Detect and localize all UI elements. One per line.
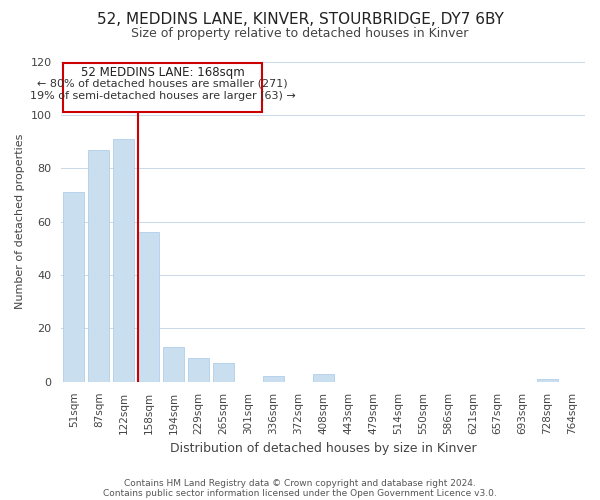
Bar <box>163 347 184 382</box>
Text: Contains HM Land Registry data © Crown copyright and database right 2024.: Contains HM Land Registry data © Crown c… <box>124 478 476 488</box>
Bar <box>88 150 109 382</box>
Y-axis label: Number of detached properties: Number of detached properties <box>15 134 25 310</box>
Bar <box>63 192 85 382</box>
Text: Size of property relative to detached houses in Kinver: Size of property relative to detached ho… <box>131 28 469 40</box>
Text: Contains public sector information licensed under the Open Government Licence v3: Contains public sector information licen… <box>103 488 497 498</box>
Bar <box>213 363 234 382</box>
X-axis label: Distribution of detached houses by size in Kinver: Distribution of detached houses by size … <box>170 442 476 455</box>
Bar <box>113 139 134 382</box>
Bar <box>313 374 334 382</box>
Text: 19% of semi-detached houses are larger (63) →: 19% of semi-detached houses are larger (… <box>29 92 295 102</box>
Text: ← 80% of detached houses are smaller (271): ← 80% of detached houses are smaller (27… <box>37 79 287 89</box>
FancyBboxPatch shape <box>62 63 262 112</box>
Bar <box>537 379 558 382</box>
Text: 52, MEDDINS LANE, KINVER, STOURBRIDGE, DY7 6BY: 52, MEDDINS LANE, KINVER, STOURBRIDGE, D… <box>97 12 503 28</box>
Text: 52 MEDDINS LANE: 168sqm: 52 MEDDINS LANE: 168sqm <box>80 66 244 80</box>
Bar <box>188 358 209 382</box>
Bar <box>138 232 159 382</box>
Bar <box>263 376 284 382</box>
